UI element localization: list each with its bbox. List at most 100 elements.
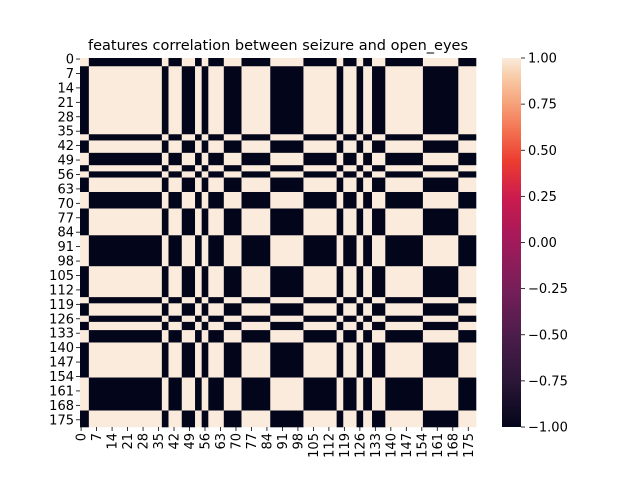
heatmap-block-7-12 (336, 177, 344, 193)
heatmap-block-2-11 (303, 134, 337, 141)
heatmap-block-13-15 (363, 303, 373, 316)
heatmap-block-1-19 (458, 66, 477, 135)
heatmap-block-16-5 (195, 330, 202, 343)
x-axis-ticks: 0 7 14 21 28 35 42 49 56 63 70 77 84 91 98 105 112 119 126… (75, 427, 477, 458)
heatmap-block-12-5 (195, 297, 202, 304)
heatmap-block-10-0 (80, 235, 90, 267)
heatmap-block-17-19 (458, 342, 477, 378)
heatmap-block-13-17 (385, 303, 424, 316)
heatmap-block-15-18 (422, 321, 459, 331)
heatmap-block-9-9 (241, 208, 271, 236)
heatmap-block-10-5 (195, 235, 202, 267)
heatmap-block-17-1 (88, 342, 163, 378)
heatmap-block-2-8 (223, 134, 242, 141)
heatmap-block-16-11 (303, 330, 337, 343)
heatmap-block-17-10 (270, 342, 304, 378)
heatmap-block-4-4 (181, 152, 196, 166)
heatmap-block-6-17 (385, 171, 424, 178)
heatmap-block-15-11 (303, 321, 337, 331)
y-tick-label-84: 84 (57, 226, 74, 241)
heatmap-block-12-8 (223, 297, 242, 304)
heatmap-block-2-19 (458, 134, 477, 141)
heatmap-block-3-6 (201, 140, 209, 154)
heatmap-block-5-16 (372, 165, 386, 172)
heatmap-block-16-8 (223, 330, 242, 343)
heatmap-block-9-11 (303, 208, 337, 236)
heatmap-block-3-15 (363, 140, 373, 154)
heatmap-block-4-17 (385, 152, 424, 166)
heatmap-block-11-0 (80, 266, 90, 298)
heatmap-block-14-14 (356, 315, 364, 323)
heatmap-block-15-5 (195, 321, 202, 331)
heatmap-block-1-16 (372, 66, 386, 135)
heatmap-block-12-14 (356, 297, 364, 304)
heatmap-block-9-7 (208, 208, 225, 236)
heatmap-block-9-14 (356, 208, 364, 236)
heatmap-block-17-8 (223, 342, 242, 378)
heatmap-cells (80, 58, 477, 428)
colorbar-tick-label-1: 0.75 (528, 98, 557, 113)
x-tick-label-91: 91 (276, 433, 291, 450)
heatmap-block-1-10 (270, 66, 304, 135)
heatmap-block-19-5 (195, 410, 202, 428)
heatmap-block-16-0 (80, 330, 90, 343)
heatmap-block-1-1 (88, 66, 163, 135)
heatmap-block-14-18 (422, 315, 459, 323)
heatmap-block-16-9 (241, 330, 271, 343)
heatmap-block-6-14 (356, 171, 364, 178)
heatmap-block-1-6 (201, 66, 209, 135)
heatmap-block-18-16 (372, 377, 386, 411)
heatmap-block-12-6 (201, 297, 209, 304)
heatmap-block-3-14 (356, 140, 364, 154)
heatmap-block-7-13 (343, 177, 357, 193)
heatmap-block-12-3 (168, 297, 183, 304)
heatmap-block-1-3 (168, 66, 183, 135)
heatmap-block-5-19 (458, 165, 477, 172)
heatmap-block-18-18 (422, 377, 459, 411)
heatmap-block-18-0 (80, 377, 90, 411)
heatmap-block-3-10 (270, 140, 304, 154)
heatmap-block-9-3 (168, 208, 183, 236)
heatmap-block-19-17 (385, 410, 424, 428)
heatmap-block-0-3 (168, 58, 183, 67)
heatmap-block-1-14 (356, 66, 364, 135)
heatmap-block-19-10 (270, 410, 304, 428)
heatmap-block-4-16 (372, 152, 386, 166)
heatmap-block-19-4 (181, 410, 196, 428)
heatmap-block-10-4 (181, 235, 196, 267)
heatmap-block-11-14 (356, 266, 364, 298)
heatmap-block-1-11 (303, 66, 337, 135)
heatmap-block-0-15 (363, 58, 373, 67)
heatmap-block-18-14 (356, 377, 364, 411)
heatmap-block-16-18 (422, 330, 459, 343)
heatmap-block-6-15 (363, 171, 373, 178)
heatmap-block-14-8 (223, 315, 242, 323)
x-tick-label-7: 7 (90, 433, 105, 441)
heatmap-block-16-19 (458, 330, 477, 343)
heatmap-block-3-7 (208, 140, 225, 154)
heatmap-block-13-13 (343, 303, 357, 316)
y-tick-label-28: 28 (57, 110, 74, 125)
heatmap-block-13-19 (458, 303, 477, 316)
heatmap-block-18-19 (458, 377, 477, 411)
chart-title: features correlation between seizure and… (88, 38, 468, 54)
heatmap-block-18-15 (363, 377, 373, 411)
x-tick-label-133: 133 (369, 433, 384, 458)
y-tick-label-63: 63 (57, 182, 74, 197)
heatmap-block-11-8 (223, 266, 242, 298)
heatmap-block-16-17 (385, 330, 424, 343)
y-tick-label-7: 7 (66, 67, 74, 82)
y-tick-label-21: 21 (57, 96, 74, 111)
heatmap-block-2-17 (385, 134, 424, 141)
heatmap-block-11-7 (208, 266, 225, 298)
heatmap-block-17-4 (181, 342, 196, 378)
heatmap-block-10-3 (168, 235, 183, 267)
heatmap-block-13-12 (336, 303, 344, 316)
y-tick-label-98: 98 (57, 255, 74, 270)
colorbar-tick-label-0: 1.00 (528, 52, 557, 67)
heatmap-block-17-2 (161, 342, 169, 378)
heatmap-block-12-10 (270, 297, 304, 304)
heatmap-block-11-18 (422, 266, 459, 298)
heatmap-block-9-8 (223, 208, 242, 236)
